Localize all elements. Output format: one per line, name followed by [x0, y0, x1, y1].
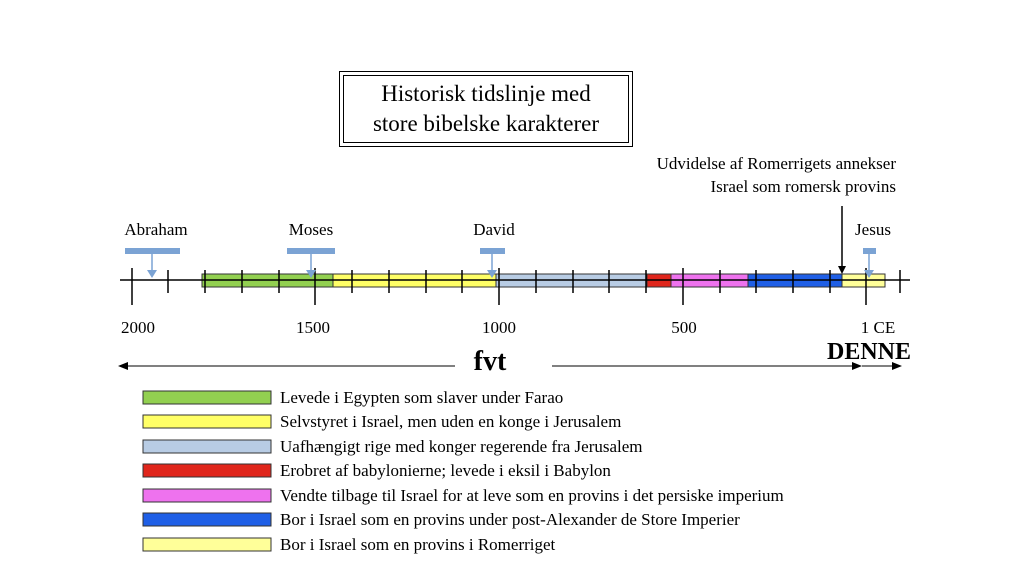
- legend-label-kingdom: Uafhængigt rige med konger regerende fra…: [280, 437, 643, 456]
- person-marker-david: [480, 248, 505, 278]
- legend-swatch: [142, 488, 272, 503]
- person-label-jesus: Jesus: [855, 220, 891, 239]
- legend-swatch: [142, 463, 272, 478]
- legend-label-self-rule: Selvstyret i Israel, men uden en konge i…: [280, 412, 622, 431]
- legend-swatches: [142, 390, 272, 552]
- tick-label-1ce: 1 CE: [860, 318, 896, 337]
- legend-label-persia: Vendte tilbage til Israel for at leve so…: [280, 486, 784, 505]
- era-label-denne: DENNE: [826, 339, 912, 365]
- person-marker-abraham: [125, 248, 180, 278]
- legend-swatch: [142, 512, 272, 527]
- title-box: Historisk tidslinje med store bibelske k…: [339, 71, 633, 147]
- title-line-2: store bibelske karakterer: [372, 111, 600, 136]
- tick-label-1500: 1500: [296, 318, 330, 337]
- annexation-arrow: [838, 206, 846, 274]
- tick-label-500: 500: [671, 318, 697, 337]
- person-marker-jesus: [863, 248, 876, 278]
- legend-swatch: [142, 439, 272, 454]
- legend-label-rome: Bor i Israel som en provins i Romerriget: [280, 535, 556, 554]
- person-label-david: David: [473, 220, 515, 239]
- tick-label-2000: 2000: [121, 318, 155, 337]
- annotation-line-2: Israel som romersk provins: [710, 177, 896, 196]
- legend-label-babylon: Erobret af babylonierne; levede i eksil …: [280, 461, 611, 480]
- era-label-fvt: fvt: [473, 346, 507, 377]
- legend-swatch: [142, 414, 272, 429]
- annotation-line-1: Udvidelse af Romerrigets annekser: [656, 154, 896, 173]
- legend-swatch: [142, 390, 272, 405]
- axis-ticks: [131, 268, 901, 305]
- title-inner: Historisk tidslinje med store bibelske k…: [343, 75, 629, 143]
- era-arrow-denne: [862, 362, 902, 370]
- era-arrow-fvt: [118, 362, 862, 370]
- person-marker-moses: [287, 248, 335, 278]
- legend-swatch: [142, 537, 272, 552]
- person-label-abraham: Abraham: [124, 220, 188, 239]
- person-label-moses: Moses: [288, 220, 334, 239]
- title-line-1: Historisk tidslinje med: [381, 81, 591, 106]
- legend-label-egypt: Levede i Egypten som slaver under Farao: [280, 388, 564, 407]
- tick-label-1000: 1000: [482, 318, 516, 337]
- legend-label-hellenistic: Bor i Israel som en provins under post-A…: [280, 510, 740, 529]
